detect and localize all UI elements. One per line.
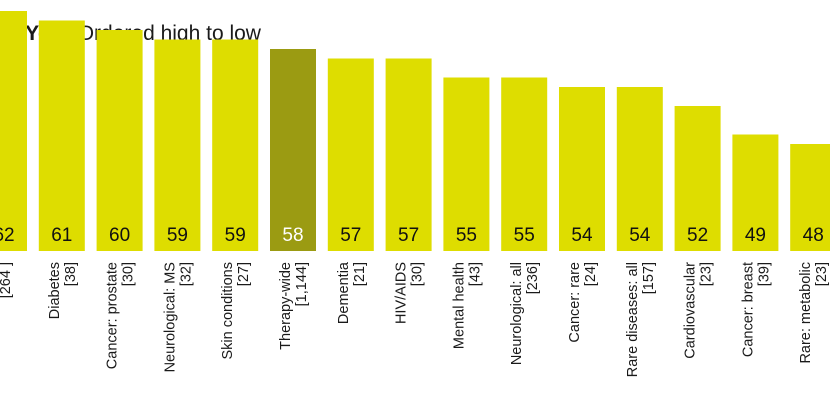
- value-label: 54: [629, 225, 651, 246]
- bar-neurological-ms: [154, 39, 201, 251]
- category-count-label: [32]: [178, 262, 194, 286]
- category-count-label: [27]: [236, 262, 252, 286]
- category-label: Neurological: all: [509, 262, 525, 365]
- bar-rare-metabolic: [790, 144, 830, 251]
- category-count-label: [157]: [641, 262, 657, 294]
- value-label: 48: [803, 225, 824, 246]
- category-label: Cancer: rare: [567, 262, 583, 343]
- category-count-label: [264 ]: [0, 262, 14, 298]
- value-label: 52: [687, 225, 708, 246]
- value-label: 60: [109, 225, 130, 246]
- category-count-label: [43]: [467, 262, 483, 286]
- category-count-label: [38]: [63, 262, 79, 286]
- value-label: 55: [456, 225, 477, 246]
- category-count-label: [30]: [410, 262, 426, 286]
- category-label: Diabetes: [47, 262, 63, 319]
- category-label: Rare diseases: all: [625, 262, 641, 377]
- bar-rare-diseases-all: [616, 87, 663, 251]
- category-count-label: [1,144]: [294, 262, 310, 306]
- category-count-label: [30]: [121, 262, 137, 286]
- category-label: Skin conditions: [220, 262, 236, 360]
- category-count-label: [23]: [699, 262, 715, 286]
- value-label: 62: [0, 225, 15, 246]
- bar-mental-health: [443, 77, 490, 251]
- category-count-label: [24]: [583, 262, 599, 286]
- bar-hiv-aids: [385, 58, 432, 251]
- value-label: 59: [225, 225, 246, 246]
- category-label: Therapy-wide: [278, 262, 294, 350]
- bar-diabetes: [38, 20, 85, 251]
- category-label: HIV/AIDS: [394, 262, 410, 324]
- category-label: Rare: metabolic: [798, 262, 814, 364]
- category-label: Cardiovascular: [683, 262, 699, 359]
- bar-neurological-all: [501, 77, 548, 251]
- category-count-label: [21]: [352, 262, 368, 286]
- category-count-label: [23]: [814, 262, 830, 286]
- value-label: 49: [745, 225, 766, 246]
- value-label: 55: [514, 225, 535, 246]
- bar-cancer-breast: [732, 134, 779, 251]
- bar-therapy-wide: [270, 49, 316, 251]
- category-label: Dementia: [336, 261, 352, 324]
- category-count-label: [39]: [756, 262, 772, 286]
- category-label: Cancer: breast: [740, 262, 756, 357]
- category-label: Mental health: [451, 262, 467, 349]
- value-label: 61: [51, 225, 72, 246]
- bar-cancer-rare: [559, 87, 605, 251]
- bar-cancer-prostate: [96, 30, 143, 251]
- value-label: 57: [340, 225, 361, 246]
- bar-cardiovascular: [674, 106, 721, 251]
- category-label: Neurological: MS: [162, 262, 178, 372]
- value-label: 57: [398, 225, 419, 246]
- category-count-label: [236]: [525, 262, 541, 294]
- value-label: 59: [167, 225, 188, 246]
- bar-first: [0, 11, 27, 251]
- value-label: 58: [282, 225, 303, 246]
- value-label: 54: [571, 225, 593, 246]
- category-label: Cancer: prostate: [105, 262, 121, 369]
- bar-skin-conditions: [212, 39, 259, 251]
- bar-dementia: [327, 58, 374, 251]
